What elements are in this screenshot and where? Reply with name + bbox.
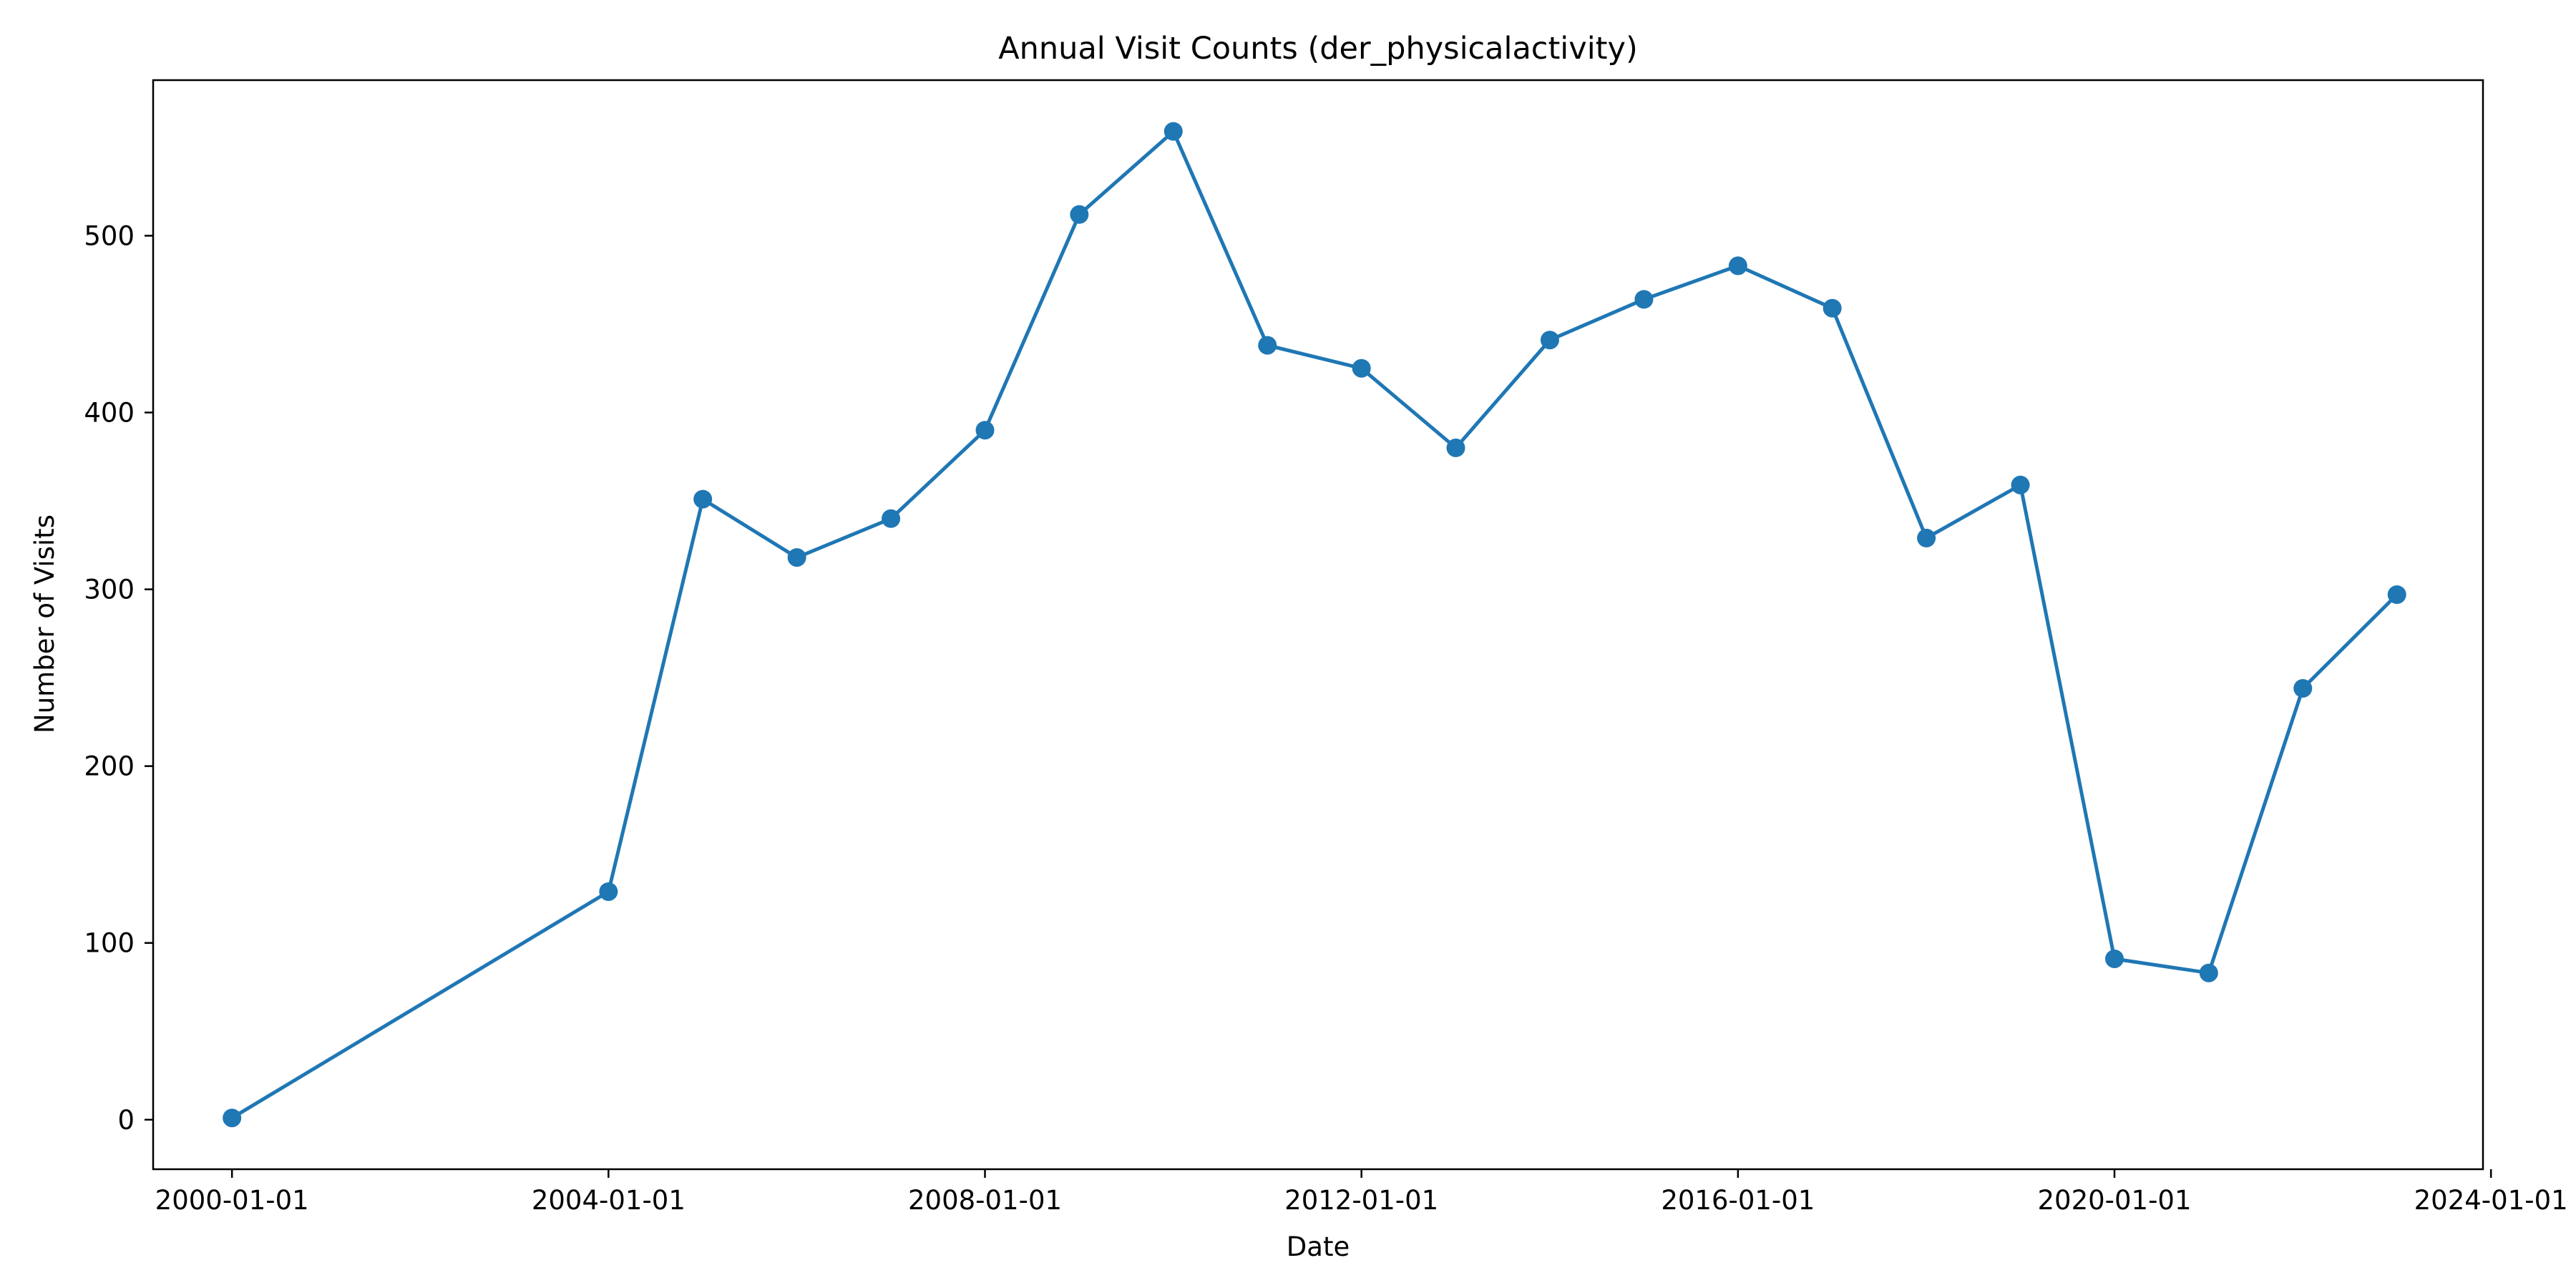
- data-point: [787, 548, 806, 567]
- data-point: [1728, 256, 1747, 275]
- data-point: [882, 509, 901, 528]
- y-axis-label: Number of Visits: [29, 514, 60, 733]
- data-point: [223, 1108, 242, 1128]
- data-point: [1917, 528, 1936, 547]
- data-point: [693, 489, 713, 509]
- data-point: [2105, 949, 2124, 968]
- y-tick-label: 0: [117, 1105, 135, 1136]
- y-tick-label: 200: [84, 751, 135, 782]
- y-tick-label: 100: [84, 928, 135, 959]
- x-axis-label: Date: [1287, 1231, 1350, 1262]
- x-tick-label: 2024-01-01: [2414, 1185, 2568, 1216]
- data-point: [2011, 475, 2030, 494]
- y-tick-label: 500: [84, 220, 135, 251]
- data-point: [1070, 205, 1089, 224]
- data-point: [2387, 585, 2406, 604]
- data-point: [1258, 336, 1277, 355]
- data-point: [1446, 438, 1465, 457]
- x-tick-label: 2016-01-01: [1661, 1185, 1815, 1216]
- data-point: [1352, 358, 1371, 378]
- x-tick-label: 2008-01-01: [908, 1185, 1062, 1216]
- y-axis-ticks: 0 100 200 300 400 500: [84, 220, 153, 1136]
- data-point: [1540, 331, 1559, 350]
- chart-title: Annual Visit Counts (der_physicalactivit…: [998, 31, 1637, 67]
- plot-area-frame: [152, 79, 2484, 1171]
- x-tick-label: 2012-01-01: [1284, 1185, 1438, 1216]
- x-axis-ticks: 2000-01-01 2004-01-01 2008-01-01 2012-01-01…: [155, 1169, 2568, 1216]
- data-point: [599, 882, 618, 902]
- data-point: [1163, 122, 1183, 141]
- data-point: [2293, 678, 2313, 698]
- y-tick-label: 400: [84, 398, 135, 429]
- data-point: [975, 421, 995, 440]
- data-point: [2199, 963, 2218, 982]
- data-point: [1823, 298, 1842, 318]
- x-tick-label: 2004-01-01: [532, 1185, 686, 1216]
- y-tick-label: 300: [84, 575, 135, 605]
- data-point: [1634, 290, 1654, 309]
- x-tick-label: 2020-01-01: [2037, 1185, 2191, 1216]
- x-tick-label: 2000-01-01: [155, 1185, 309, 1216]
- data-series: [223, 122, 2406, 1128]
